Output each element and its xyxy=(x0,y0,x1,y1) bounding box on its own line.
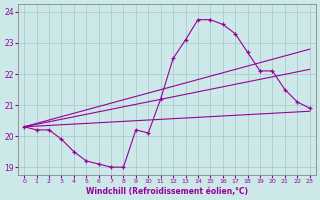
X-axis label: Windchill (Refroidissement éolien,°C): Windchill (Refroidissement éolien,°C) xyxy=(86,187,248,196)
